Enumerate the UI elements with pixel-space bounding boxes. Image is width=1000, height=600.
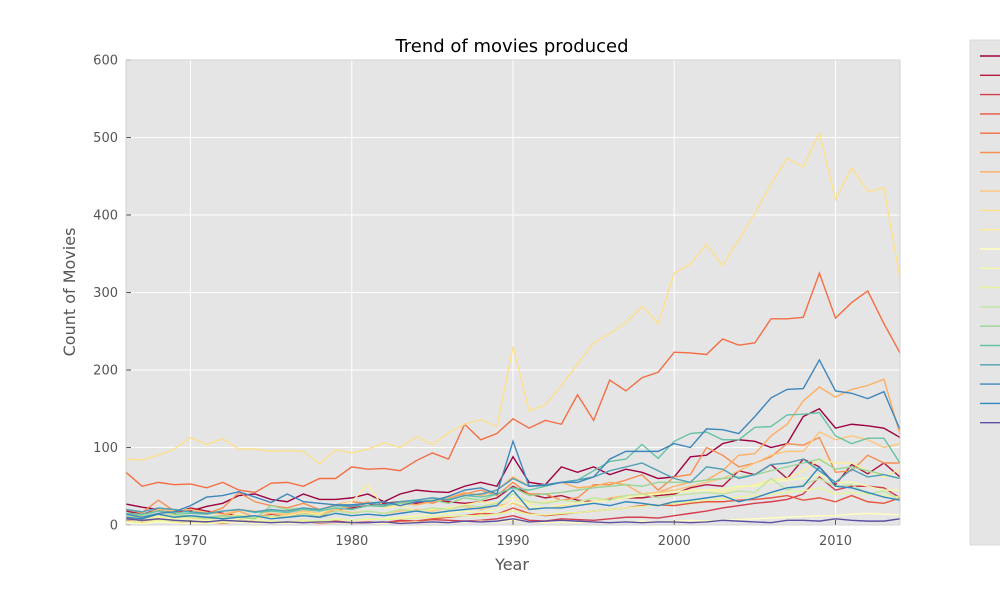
plot-frame: [125, 59, 901, 526]
x-tick-label: 1990: [496, 534, 529, 549]
series-line: [125, 477, 901, 520]
x-tick-label: 1970: [174, 534, 207, 549]
series-line: [125, 271, 901, 494]
x-axis-title: Year: [494, 555, 529, 574]
y-tick-label: 600: [93, 54, 118, 69]
y-tick-label: 500: [93, 131, 118, 146]
y-axis-title: Count of Movies: [60, 228, 79, 357]
series-line: [125, 473, 900, 523]
series-line: [125, 130, 901, 465]
series-line: [125, 431, 901, 517]
y-tick-label: 0: [110, 519, 118, 534]
series-line: [125, 436, 900, 515]
y-tick-label: 100: [93, 441, 118, 456]
y-tick-label: 200: [93, 364, 118, 379]
series-line: [125, 465, 901, 520]
y-tick-label: 400: [93, 209, 118, 224]
series-line: [125, 458, 901, 515]
x-tick-label: 1980: [335, 534, 368, 549]
chart-title: Trend of movies produced: [394, 36, 628, 57]
series-line: [125, 518, 901, 525]
series-line: [125, 358, 901, 518]
series-line: [125, 475, 901, 524]
series-lines: [125, 130, 901, 525]
axis-ticks: 1970 1980 1990 2000 2010 0 100 200 300 400 500 600: [93, 54, 852, 550]
series-line: [125, 407, 901, 512]
series-line: [125, 411, 901, 515]
y-tick-label: 300: [93, 286, 118, 301]
legend: [969, 39, 1000, 546]
legend-box: [969, 39, 1000, 546]
x-tick-label: 2010: [819, 534, 852, 549]
x-tick-label: 2000: [658, 534, 691, 549]
